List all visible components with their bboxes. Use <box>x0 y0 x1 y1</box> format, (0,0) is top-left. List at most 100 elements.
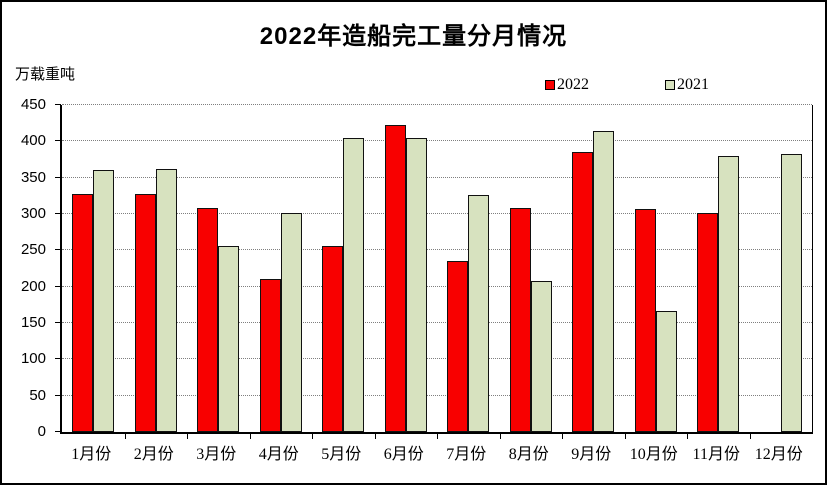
bar-group-2月份 <box>125 105 188 432</box>
x-axis-tick-7 <box>499 434 501 439</box>
bar-2021-1月份 <box>93 169 115 432</box>
bar-2021-3月份 <box>218 245 240 432</box>
gridline-400 <box>62 140 812 142</box>
bar-2022-10月份 <box>634 208 656 432</box>
x-axis-label-1月份: 1月份 <box>71 446 112 463</box>
x-axis-label-8月份: 8月份 <box>508 446 549 463</box>
bar-2021-9月份 <box>593 131 615 432</box>
chart-title: 2022年造船完工量分月情况 <box>259 23 568 50</box>
x-axis-label-12月份: 12月份 <box>754 446 803 463</box>
bar-2021-6月份 <box>405 137 427 432</box>
x-axis-tick-5 <box>374 434 376 439</box>
y-axis-tick-350 <box>55 176 61 178</box>
legend-label-2022: 2022 <box>557 76 589 93</box>
x-axis-label-6月份: 6月份 <box>383 446 424 463</box>
y-axis-tick-200 <box>55 285 61 287</box>
y-axis-label-200: 200 <box>20 277 46 295</box>
bar-2022-3月份 <box>197 208 219 432</box>
bar-2022-8月份 <box>509 208 531 432</box>
x-axis-label-3月份: 3月份 <box>196 446 237 463</box>
bar-2021-10月份 <box>655 311 677 432</box>
bar-group-4月份 <box>250 105 313 432</box>
y-axis-tick-400 <box>55 140 61 142</box>
y-axis-label-50: 50 <box>29 386 46 404</box>
x-axis-label-4月份: 4月份 <box>258 446 299 463</box>
x-axis-tick-10 <box>687 434 688 439</box>
y-axis-tick-450 <box>55 104 61 105</box>
bar-group-7月份 <box>437 105 500 432</box>
bar-2021-12月份 <box>780 154 802 432</box>
x-axis-tick-6 <box>437 434 438 439</box>
y-axis-tick-150 <box>55 322 61 323</box>
gridline-350 <box>62 176 812 178</box>
gridline-100 <box>62 358 812 360</box>
x-axis-tick-1 <box>124 434 126 439</box>
x-axis-tick-8 <box>562 434 563 439</box>
y-axis-tick-0 <box>55 431 61 432</box>
x-axis-tick-2 <box>187 434 188 439</box>
y-axis-label-100: 100 <box>20 350 46 368</box>
y-axis-label-300: 300 <box>20 205 46 223</box>
bar-2022-6月份 <box>384 125 406 432</box>
legend-item-2022: 2022 <box>545 76 589 94</box>
bar-2022-1月份 <box>72 194 94 432</box>
bar-2021-8月份 <box>530 280 552 432</box>
bar-2022-4月份 <box>259 279 281 432</box>
legend-item-2021: 2021 <box>665 76 709 94</box>
y-axis-label-400: 400 <box>20 132 46 150</box>
bar-group-1月份 <box>62 105 125 432</box>
gridline-450 <box>62 104 812 105</box>
gridline-150 <box>62 322 812 323</box>
gridline-300 <box>62 213 812 214</box>
y-axis-tick-250 <box>55 249 61 251</box>
bar-group-8月份 <box>500 105 563 432</box>
bar-group-3月份 <box>187 105 250 432</box>
bar-2021-7月份 <box>468 195 490 432</box>
y-axis-label-450: 450 <box>20 96 46 113</box>
legend: 2022 2021 <box>545 76 709 94</box>
y-axis-unit-label: 万载重吨 <box>15 67 76 83</box>
x-axis-label-5月份: 5月份 <box>321 446 362 463</box>
x-axis-tick-9 <box>624 434 626 439</box>
bar-2021-11月份 <box>718 155 740 432</box>
y-axis-label-250: 250 <box>20 241 46 259</box>
gridline-250 <box>62 249 812 251</box>
bar-2022-5月份 <box>322 245 344 432</box>
y-axis-label-0: 0 <box>37 423 46 440</box>
x-axis-label-9月份: 9月份 <box>571 446 612 463</box>
x-axis-label-10月份: 10月份 <box>629 446 678 463</box>
gridline-50 <box>62 394 812 396</box>
bar-2021-5月份 <box>343 137 365 432</box>
y-axis-label-150: 150 <box>20 314 46 332</box>
bar-group-5月份 <box>312 105 375 432</box>
x-axis-label-7月份: 7月份 <box>446 446 487 463</box>
bar-2022-2月份 <box>134 194 156 432</box>
bar-group-12月份 <box>750 105 813 432</box>
plot-area <box>55 104 813 439</box>
y-axis-tick-100 <box>55 358 61 360</box>
bar-2021-4月份 <box>280 213 302 432</box>
legend-label-2021: 2021 <box>677 76 709 93</box>
x-axis-label-11月份: 11月份 <box>692 446 740 463</box>
y-axis-label-350: 350 <box>20 168 46 186</box>
bar-group-11月份 <box>687 105 750 432</box>
bar-groups <box>62 105 812 432</box>
bar-group-10月份 <box>625 105 688 432</box>
bar-2022-7月份 <box>447 261 469 432</box>
gridline-200 <box>62 285 812 287</box>
bar-group-6月份 <box>375 105 438 432</box>
y-axis-tick-50 <box>55 394 61 396</box>
bar-2022-11月份 <box>697 212 719 432</box>
bar-group-9月份 <box>562 105 625 432</box>
bar-2021-2月份 <box>155 168 177 432</box>
x-axis-tick-4 <box>312 434 313 439</box>
legend-swatch-2022 <box>545 80 555 90</box>
x-axis-tick-11 <box>749 434 751 439</box>
x-axis-tick-3 <box>249 434 251 439</box>
y-axis: 0 50 100 150 200 250 300 350 400 450 <box>2 96 52 440</box>
legend-swatch-2021 <box>665 80 675 90</box>
bar-2022-9月份 <box>572 151 594 432</box>
x-axis-label-2月份: 2月份 <box>133 446 174 463</box>
x-axis: 1月份 2月份 3月份 4月份 5月份 6月份 7月份 8月份 9月份 10月份 11月份 12月份 <box>60 440 810 464</box>
